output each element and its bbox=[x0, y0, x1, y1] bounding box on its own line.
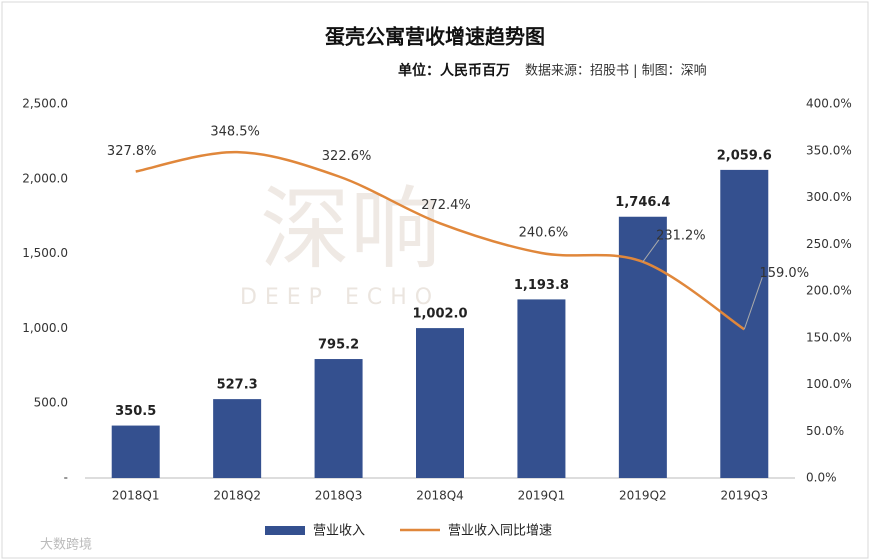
y2-tick-label: 400.0% bbox=[806, 97, 852, 111]
bar-label: 1,746.4 bbox=[615, 195, 670, 210]
subtitle: 单位：人民币百万 bbox=[398, 62, 510, 79]
watermark: DEEP ECHO bbox=[240, 285, 440, 310]
line-label: 231.2% bbox=[656, 228, 706, 243]
line-label: 272.4% bbox=[421, 198, 471, 213]
y-tick-label: 1,500.0 bbox=[22, 246, 68, 260]
x-tick-label: 2018Q3 bbox=[315, 489, 363, 503]
y-tick-label: 1,000.0 bbox=[22, 321, 68, 335]
bar-label: 1,193.8 bbox=[514, 278, 569, 293]
bar bbox=[213, 399, 262, 478]
source: 数据来源：招股书 | 制图：深响 bbox=[525, 63, 707, 79]
bar bbox=[618, 216, 667, 478]
line-label: 159.0% bbox=[759, 266, 809, 281]
x-tick-label: 2019Q2 bbox=[619, 489, 667, 503]
leader-line bbox=[642, 239, 660, 263]
corner-mark: 大数跨境 bbox=[40, 538, 92, 553]
legend-label: 营业收入 bbox=[313, 524, 365, 539]
x-tick-label: 2019Q1 bbox=[518, 489, 566, 503]
y2-tick-label: 250.0% bbox=[806, 237, 852, 251]
y2-tick-label: 150.0% bbox=[806, 330, 852, 344]
y2-tick-label: 200.0% bbox=[806, 284, 852, 298]
leader-line bbox=[743, 277, 763, 330]
bar-label: 2,059.6 bbox=[717, 148, 772, 163]
bar-label: 350.5 bbox=[115, 404, 156, 419]
x-tick-label: 2018Q4 bbox=[416, 489, 464, 503]
y-tick-label: 500.0 bbox=[34, 396, 68, 410]
bar bbox=[314, 359, 363, 478]
bar bbox=[517, 299, 566, 478]
line-label: 348.5% bbox=[210, 125, 260, 140]
x-tick-label: 2018Q1 bbox=[112, 489, 160, 503]
y2-tick-label: 300.0% bbox=[806, 190, 852, 204]
bar-label: 1,002.0 bbox=[412, 307, 467, 322]
legend-label: 营业收入同比增速 bbox=[448, 524, 552, 539]
x-tick-label: 2018Q2 bbox=[213, 489, 261, 503]
bar-label: 795.2 bbox=[318, 338, 359, 353]
y2-tick-label: 50.0% bbox=[806, 424, 844, 438]
y2-tick-label: 350.0% bbox=[806, 143, 852, 157]
line-label: 327.8% bbox=[107, 144, 157, 159]
bar bbox=[720, 169, 769, 478]
line-label: 322.6% bbox=[322, 149, 372, 164]
legend-swatch bbox=[265, 526, 305, 535]
y-tick-label: 2,000.0 bbox=[22, 171, 68, 185]
watermark: 深响 bbox=[260, 177, 440, 282]
chart-title: 蛋壳公寓营收增速趋势图 bbox=[325, 25, 545, 49]
bar-label: 527.3 bbox=[217, 378, 258, 393]
y-tick-label: 2,500.0 bbox=[22, 97, 68, 111]
bar bbox=[416, 328, 464, 478]
bar bbox=[111, 425, 160, 478]
line-label: 240.6% bbox=[519, 226, 569, 241]
y2-tick-label: 100.0% bbox=[806, 377, 852, 391]
x-tick-label: 2019Q3 bbox=[720, 489, 768, 503]
y2-tick-label: 0.0% bbox=[806, 471, 837, 485]
y-tick-label: - bbox=[64, 471, 68, 485]
